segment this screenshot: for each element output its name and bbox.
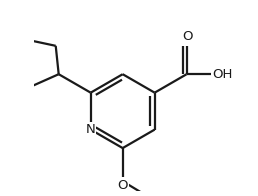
Text: N: N <box>86 123 95 136</box>
Text: O: O <box>182 30 192 43</box>
Text: OH: OH <box>213 68 233 81</box>
Text: O: O <box>117 179 128 192</box>
